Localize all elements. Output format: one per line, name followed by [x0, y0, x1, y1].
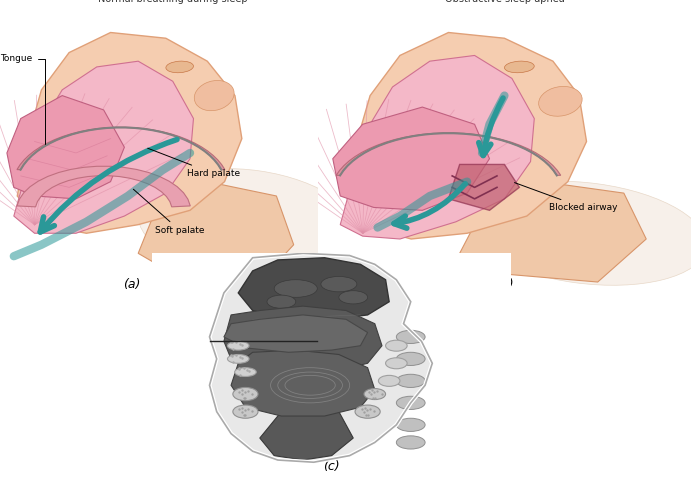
Polygon shape: [7, 96, 124, 199]
Ellipse shape: [397, 352, 425, 366]
Ellipse shape: [166, 61, 193, 73]
Ellipse shape: [233, 388, 258, 401]
Ellipse shape: [466, 181, 691, 285]
Text: Blocked airway: Blocked airway: [515, 183, 618, 212]
Ellipse shape: [227, 355, 249, 363]
Ellipse shape: [274, 280, 317, 297]
Polygon shape: [138, 182, 294, 282]
Ellipse shape: [397, 436, 425, 449]
Polygon shape: [448, 164, 520, 210]
Polygon shape: [336, 133, 561, 175]
Polygon shape: [333, 107, 489, 210]
Polygon shape: [340, 55, 534, 239]
Text: Obstructive sleep apnea: Obstructive sleep apnea: [444, 0, 565, 4]
Text: Hard palate: Hard palate: [148, 148, 240, 178]
Text: (b): (b): [495, 278, 513, 291]
Polygon shape: [17, 127, 225, 170]
Ellipse shape: [397, 418, 425, 432]
Polygon shape: [209, 253, 433, 462]
Polygon shape: [348, 33, 587, 239]
Ellipse shape: [339, 291, 368, 304]
Polygon shape: [224, 315, 368, 352]
Ellipse shape: [235, 368, 256, 377]
Ellipse shape: [321, 276, 357, 292]
Polygon shape: [231, 350, 375, 416]
Text: Tongue: Tongue: [0, 54, 45, 144]
Ellipse shape: [227, 341, 249, 350]
Ellipse shape: [386, 340, 407, 351]
Text: Normal breathing during sleep: Normal breathing during sleep: [98, 0, 247, 4]
Ellipse shape: [397, 374, 425, 388]
Ellipse shape: [397, 396, 425, 410]
Ellipse shape: [379, 375, 400, 386]
Polygon shape: [238, 258, 389, 319]
Polygon shape: [460, 182, 646, 282]
Ellipse shape: [267, 295, 296, 308]
Ellipse shape: [538, 87, 583, 116]
Ellipse shape: [397, 330, 425, 344]
Ellipse shape: [233, 405, 258, 418]
Ellipse shape: [364, 389, 386, 400]
Polygon shape: [17, 33, 242, 233]
Polygon shape: [260, 412, 353, 460]
Text: Soft palate: Soft palate: [133, 189, 205, 235]
Polygon shape: [14, 61, 193, 233]
Ellipse shape: [194, 80, 234, 111]
Polygon shape: [17, 166, 190, 207]
Ellipse shape: [355, 405, 380, 418]
Text: (c): (c): [323, 460, 340, 473]
Ellipse shape: [504, 61, 534, 73]
Ellipse shape: [138, 169, 360, 281]
Polygon shape: [224, 306, 382, 377]
Text: (a): (a): [122, 278, 140, 291]
Ellipse shape: [386, 358, 407, 369]
